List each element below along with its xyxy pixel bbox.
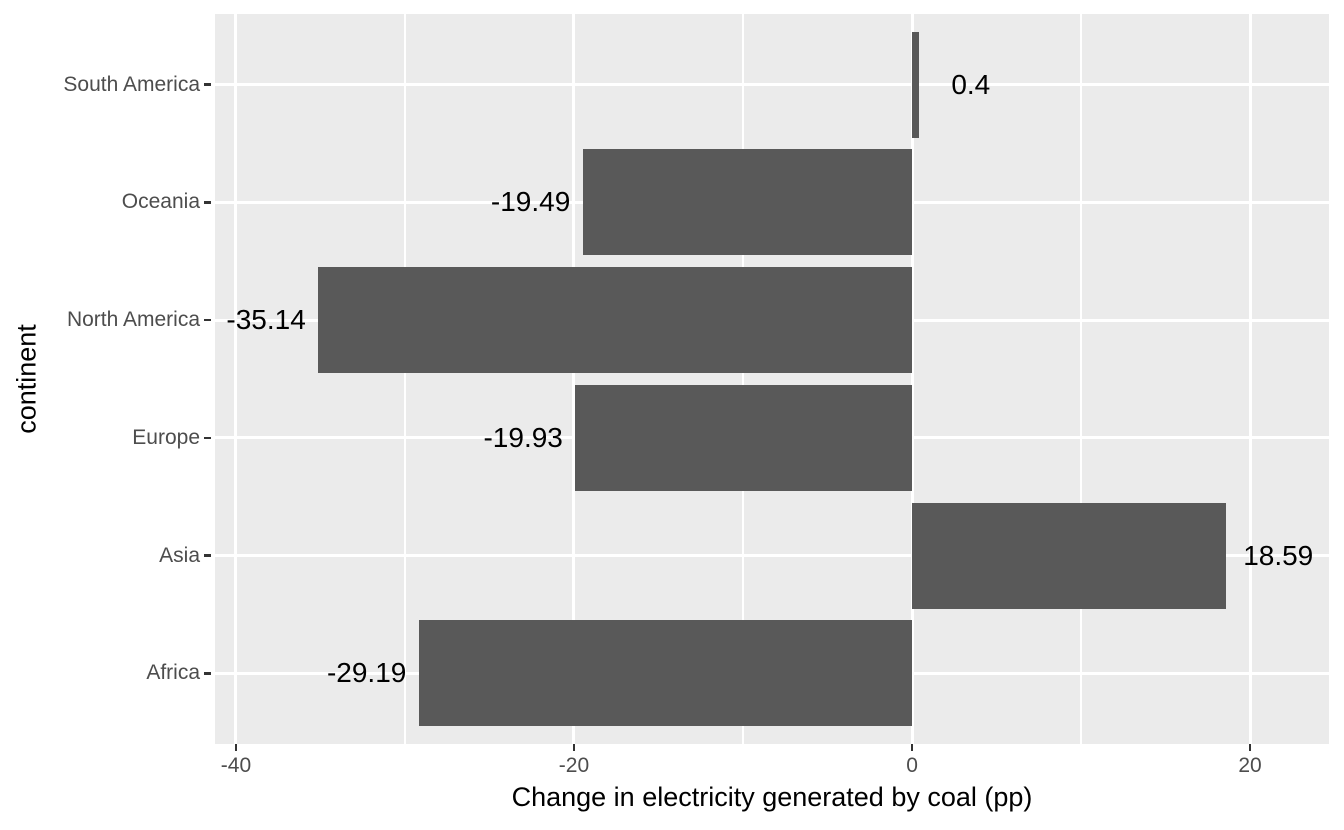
- x-axis-title: Change in electricity generated by coal …: [511, 782, 1033, 812]
- x-axis-tick-label: -20: [558, 754, 590, 777]
- y-axis-tick-mark: [204, 436, 211, 440]
- x-axis-tick-mark: [1248, 744, 1252, 751]
- bar-value-label: -19.93: [483, 421, 563, 453]
- gridline-x-major: [910, 14, 914, 744]
- bar-asia: [912, 502, 1227, 609]
- y-axis-tick-mark: [204, 554, 211, 557]
- y-axis-tick-mark: [204, 83, 211, 86]
- gridline-y-major: [215, 554, 1329, 558]
- bar-europe: [575, 384, 913, 491]
- gridline-x-major: [572, 14, 576, 744]
- y-axis-tick-label: North America: [66, 308, 200, 332]
- gridline-x-major: [234, 14, 238, 744]
- y-axis-tick-label: South America: [63, 72, 200, 96]
- x-axis-tick-mark: [572, 744, 576, 751]
- x-axis-tick-mark: [234, 744, 238, 751]
- x-axis-tick-label: 0: [906, 754, 918, 777]
- x-axis-tick-label: 20: [1238, 754, 1262, 777]
- y-axis-tick-label: Oceania: [121, 190, 200, 214]
- gridline-x-minor: [403, 14, 406, 744]
- plot-panel: [215, 14, 1329, 744]
- y-axis-tick-label: Europe: [132, 425, 200, 449]
- x-axis-tick-label: -40: [220, 754, 252, 777]
- y-axis-tick-label: Africa: [146, 661, 200, 685]
- bar-north-america: [318, 267, 913, 374]
- bar-value-label: -29.19: [326, 657, 407, 689]
- bar-oceania: [582, 149, 913, 256]
- gridline-x-minor: [1080, 14, 1083, 744]
- x-axis-tick-mark: [910, 744, 914, 751]
- y-axis-tick-mark: [204, 318, 211, 322]
- y-axis-title: continent: [11, 324, 42, 434]
- gridline-y-major: [215, 83, 1329, 87]
- bar-value-label: -19.49: [490, 186, 571, 218]
- bar-value-label: 18.59: [1243, 539, 1314, 571]
- bar-value-label: -35.14: [226, 304, 306, 336]
- bar-value-label: 0.4: [951, 68, 991, 100]
- y-axis-tick-mark: [204, 672, 211, 675]
- gridline-x-major: [1248, 14, 1252, 744]
- bar-africa: [418, 620, 913, 727]
- bar-south-america: [912, 31, 919, 138]
- y-axis-tick-label: Asia: [159, 543, 200, 567]
- gridline-x-minor: [742, 14, 744, 744]
- y-axis-tick-mark: [204, 201, 211, 204]
